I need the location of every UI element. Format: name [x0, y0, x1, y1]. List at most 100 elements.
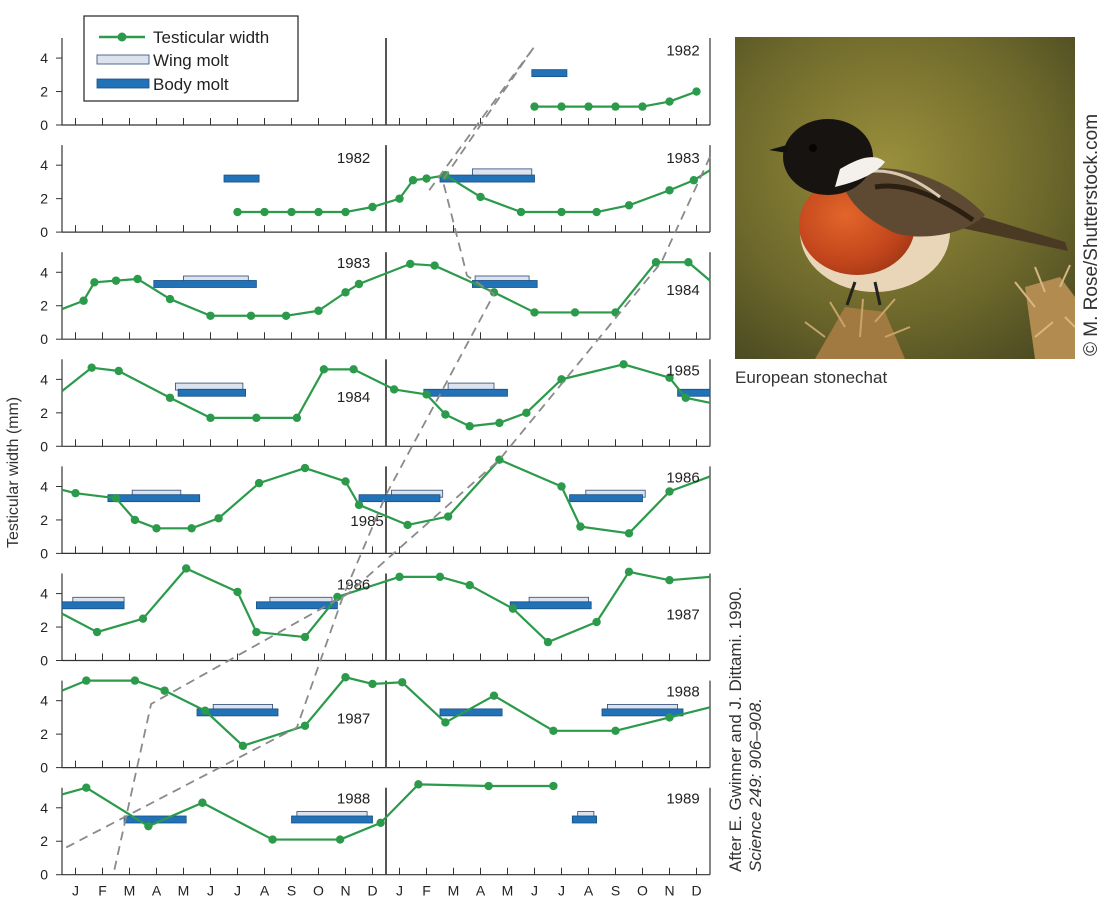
y-tick-label: 0 [40, 117, 48, 133]
testis-width-point [489, 691, 499, 700]
stonechat-illustration [735, 37, 1075, 359]
body-molt-bar [471, 280, 538, 288]
panel-row-2: 0 2 4 1983 1984 [40, 252, 711, 347]
month-label: J [72, 883, 79, 899]
testis-width-point [160, 686, 169, 695]
testis-width-point [238, 741, 248, 751]
testis-width-point [314, 207, 323, 217]
month-label: S [611, 883, 620, 899]
month-label: J [531, 883, 538, 899]
body-molt-bar [196, 708, 279, 717]
testis-width-point [465, 581, 474, 590]
testis-width-point [508, 604, 518, 613]
y-tick-label: 4 [40, 478, 48, 494]
testis-width-point [398, 678, 407, 687]
testis-width-point [543, 637, 553, 647]
testis-width-point [692, 87, 701, 96]
testis-width-point [522, 408, 531, 418]
testis-width-point [111, 493, 121, 503]
y-axis-title: Testicular width (mm) [5, 396, 22, 548]
testis-width-point [130, 515, 140, 525]
testis-width-point [341, 673, 350, 682]
testis-width-point [406, 259, 415, 269]
testis-width-point [430, 261, 439, 270]
testis-width-point [638, 102, 647, 111]
y-tick-label: 0 [40, 438, 48, 454]
month-label: J [234, 883, 241, 899]
testis-width-point [87, 363, 96, 372]
testis-width-point [300, 632, 310, 642]
testis-width-point [187, 524, 196, 533]
testis-width-point [549, 726, 558, 735]
month-label: A [584, 883, 594, 899]
year-label: 1982 [666, 43, 699, 60]
body-molt-bar [423, 388, 508, 397]
testis-width-point [246, 311, 256, 320]
panel-row-3: 0 2 4 1984 1985 [40, 359, 711, 454]
stonechat-photo [735, 37, 1075, 359]
y-tick-label: 0 [40, 653, 48, 669]
year-label: 1988 [337, 791, 370, 808]
testis-width-point [354, 500, 364, 510]
body-molt-bar [255, 601, 338, 610]
testis-width-point [624, 567, 634, 577]
testis-molt-chart: 0 2 4 1982 0 2 4 1982 1983 0 2 4 1983 1984 0 2 4 1984 1985… [40, 15, 711, 899]
body-molt-bar [509, 601, 592, 610]
testis-width-point [233, 587, 242, 597]
testis-width-point [133, 274, 142, 284]
y-tick-label: 4 [40, 800, 48, 816]
year-label: 1987 [337, 710, 370, 727]
body-molt-bar [531, 69, 568, 78]
testis-width-point [611, 102, 620, 111]
testis-width-point [287, 207, 296, 217]
testis-width-point [333, 592, 342, 602]
body-molt-bar [677, 388, 711, 397]
testis-width-point [576, 522, 585, 531]
month-label: J [207, 883, 214, 899]
testis-width-point [198, 798, 207, 807]
legend-testis-marker [117, 32, 127, 42]
month-label: A [260, 883, 270, 899]
testis-width-point [130, 676, 140, 685]
body-molt-bar [291, 815, 373, 824]
y-tick-label: 4 [40, 50, 48, 66]
month-label: D [367, 883, 377, 899]
month-label: M [448, 883, 460, 899]
panel-row-4: 0 2 4 1985 1986 [40, 455, 711, 561]
panel-row-1: 0 2 4 1982 1983 [40, 145, 711, 240]
body-molt-bar [439, 174, 535, 183]
testis-width-point [549, 781, 558, 791]
month-label: A [152, 883, 162, 899]
testis-width-point [465, 422, 474, 431]
testis-width-line [61, 363, 711, 428]
year-label: 1985 [350, 513, 383, 530]
testis-width-point [182, 564, 191, 573]
y-tick-label: 2 [40, 191, 48, 207]
y-tick-label: 2 [40, 512, 48, 528]
body-molt-bar [153, 280, 257, 288]
panel-row-5: 0 2 4 1986 1987 [40, 564, 711, 669]
testis-width-point [111, 276, 121, 285]
month-label: D [691, 883, 701, 899]
y-tick-label: 2 [40, 619, 48, 635]
testis-width-point [268, 835, 277, 844]
testis-width-point [592, 207, 601, 217]
y-tick-label: 0 [40, 224, 48, 240]
photo-credit: © M. Rose/Shutterstock.com [1081, 113, 1102, 356]
testis-width-line [237, 169, 711, 214]
testis-width-point [557, 482, 566, 491]
testis-width-point [443, 512, 453, 521]
testis-width-point [376, 818, 385, 828]
year-label: 1982 [337, 150, 370, 167]
body-molt-bar [223, 174, 260, 183]
y-tick-label: 0 [40, 760, 48, 776]
y-tick-label: 2 [40, 833, 48, 849]
testis-width-point [389, 385, 399, 394]
y-tick-label: 4 [40, 264, 48, 280]
body-molt-bar [439, 708, 503, 717]
citation-line-2: Science 249: 906–908. [746, 698, 765, 872]
testis-width-line [61, 783, 554, 841]
testis-width-point [624, 529, 634, 538]
testis-width-point [368, 202, 377, 212]
